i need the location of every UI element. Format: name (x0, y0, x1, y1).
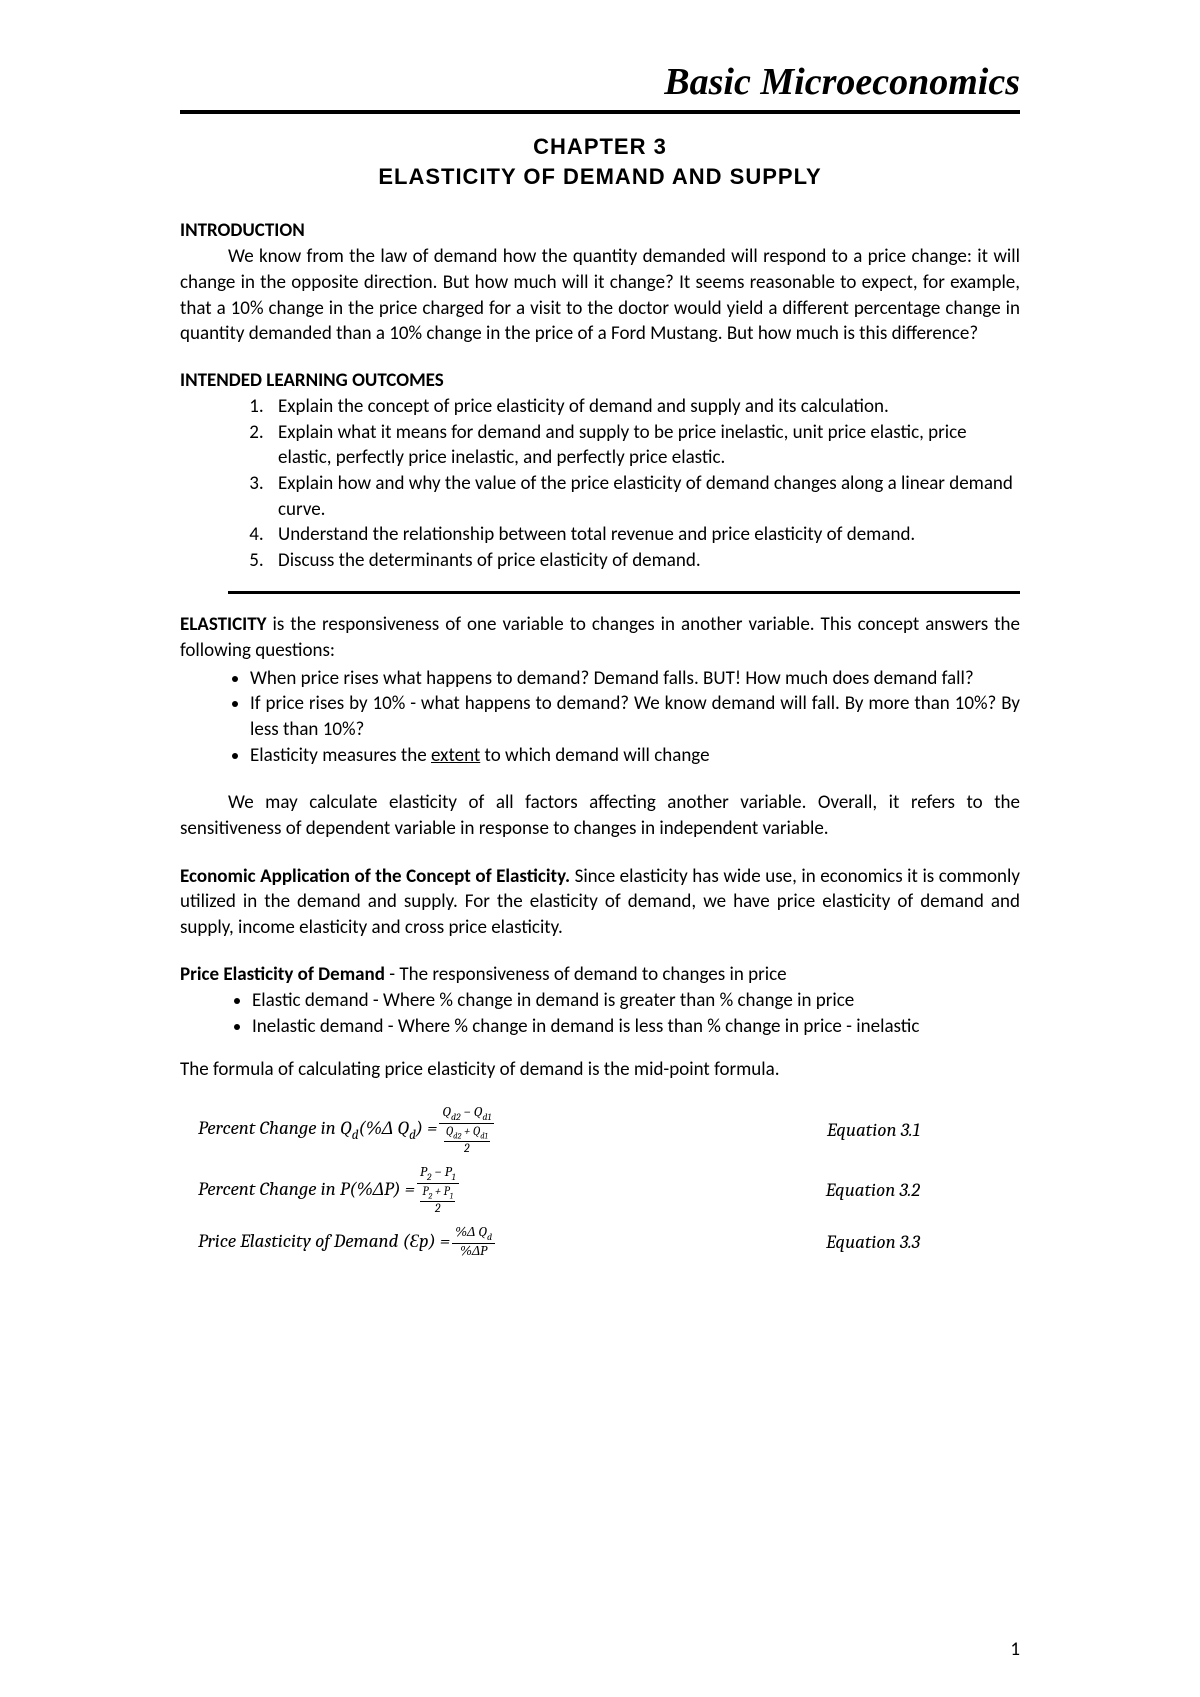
chapter-title: ELASTICITY OF DEMAND AND SUPPLY (378, 164, 821, 189)
chapter-label: CHAPTER 3 (533, 134, 667, 159)
equation-3-1: Percent Change in Qd(%Δ Qd) = Qd2 − Qd1 … (198, 1105, 1020, 1155)
equations-block: Percent Change in Qd(%Δ Qd) = Qd2 − Qd1 … (198, 1105, 1020, 1259)
ilo-item: Discuss the determinants of price elasti… (268, 548, 1020, 574)
ilo-item: Understand the relationship between tota… (268, 522, 1020, 548)
eq3-expression: Price Elasticity of Demand (Ɛp) = %Δ Qd … (198, 1225, 495, 1259)
econ-app-bold: Economic Application of the Concept of E… (180, 865, 570, 888)
ped-rest: - The responsiveness of demand to change… (385, 963, 787, 986)
ped-heading-line: Price Elasticity of Demand - The respons… (180, 962, 1020, 988)
chapter-heading: CHAPTER 3 ELASTICITY OF DEMAND AND SUPPL… (180, 132, 1020, 191)
elasticity-lead-rest: is the responsiveness of one variable to… (180, 613, 1020, 662)
introduction-heading: INTRODUCTION (180, 219, 1020, 242)
introduction-body: We know from the law of demand how the q… (180, 244, 1020, 347)
ped-types-list: Elastic demand - Where % change in deman… (180, 988, 1020, 1039)
economic-application-para: Economic Application of the Concept of E… (180, 864, 1020, 941)
equation-3-2: Percent Change in P(%ΔP) = P2 − P1 P2 + … (198, 1165, 1020, 1215)
eq1-expression: Percent Change in Qd(%Δ Qd) = Qd2 − Qd1 … (198, 1105, 494, 1155)
page: Basic Microeconomics CHAPTER 3 ELASTICIT… (0, 0, 1200, 1697)
header-rule (180, 110, 1020, 114)
ilo-item: Explain the concept of price elasticity … (268, 394, 1020, 420)
bullet3-pre: Elasticity measures the (250, 744, 431, 767)
bullet3-post: to which demand will change (480, 744, 709, 767)
section-rule (228, 591, 1020, 594)
running-header-title: Basic Microeconomics (180, 60, 1020, 104)
bullet3-underline: extent (431, 744, 480, 767)
ilo-heading: INTENDED LEARNING OUTCOMES (180, 369, 1020, 392)
list-item: When price rises what happens to demand?… (250, 666, 1020, 692)
ped-bold: Price Elasticity of Demand (180, 963, 385, 986)
ilo-item: Explain what it means for demand and sup… (268, 420, 1020, 471)
page-number: 1 (1010, 1638, 1020, 1661)
elasticity-questions-list: When price rises what happens to demand?… (180, 666, 1020, 769)
elasticity-definition: ELASTICITY is the responsiveness of one … (180, 612, 1020, 768)
list-item: If price rises by 10% - what happens to … (250, 691, 1020, 742)
ilo-list: Explain the concept of price elasticity … (180, 394, 1020, 573)
ilo-item: Explain how and why the value of the pri… (268, 471, 1020, 522)
list-item: Inelastic demand - Where % change in dem… (252, 1014, 1020, 1040)
eq2-expression: Percent Change in P(%ΔP) = P2 − P1 P2 + … (198, 1165, 459, 1215)
equation-3-3: Price Elasticity of Demand (Ɛp) = %Δ Qd … (198, 1225, 1020, 1259)
eq3-label: Equation 3.3 (495, 1231, 1020, 1253)
list-item: Elasticity measures the extent to which … (250, 743, 1020, 769)
elasticity-term: ELASTICITY (180, 613, 266, 636)
eq2-label: Equation 3.2 (459, 1179, 1021, 1201)
formula-intro: The formula of calculating price elastic… (180, 1057, 1020, 1083)
calculate-elasticity-para: We may calculate elasticity of all facto… (180, 790, 1020, 841)
list-item: Elastic demand - Where % change in deman… (252, 988, 1020, 1014)
eq1-label: Equation 3.1 (494, 1119, 1020, 1141)
